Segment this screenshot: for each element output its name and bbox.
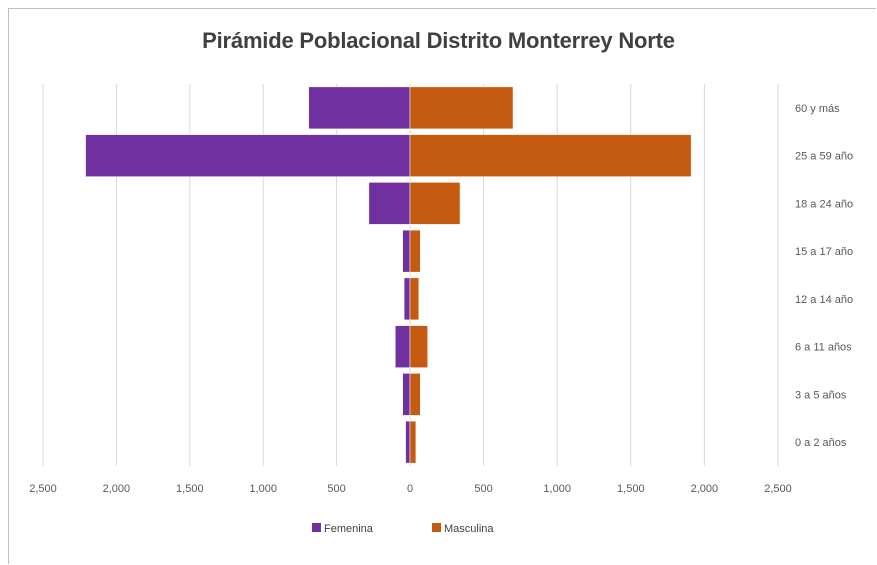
category-label: 12 a 14 año — [795, 294, 853, 306]
category-label: 6 a 11 años — [795, 342, 852, 354]
bar-femenina — [308, 86, 411, 130]
legend: Femenina Masculina — [312, 523, 494, 535]
bar-masculina — [409, 86, 514, 130]
category-label: 18 a 24 año — [795, 198, 853, 210]
x-axis: 2,500 2,000 1,500 1,000 500 0 500 1,000 1,500 2,0… — [29, 483, 792, 495]
bar-masculina — [409, 229, 421, 273]
legend-swatch — [312, 523, 321, 532]
bar-masculina — [409, 277, 420, 321]
x-tick-label: 1,500 — [617, 483, 645, 495]
x-tick-label: 2,500 — [29, 483, 57, 495]
bar-masculina — [409, 373, 421, 416]
bar-masculina — [409, 182, 461, 225]
chart-title: Pirámide Poblacional Distrito Monterrey … — [202, 28, 675, 53]
bar-femenina — [405, 420, 411, 464]
bar-masculina — [409, 134, 692, 177]
bar-femenina — [403, 277, 411, 321]
category-labels: 60 y más 25 a 59 año 18 a 24 año 15 a 17 añ… — [795, 103, 853, 449]
category-label: 3 a 5 años — [795, 389, 847, 401]
x-tick-label: 500 — [327, 483, 345, 495]
category-label: 0 a 2 años — [795, 437, 847, 449]
bar-femenina — [85, 134, 411, 177]
bars — [85, 86, 692, 464]
x-tick-label: 0 — [407, 483, 413, 495]
x-tick-label: 2,500 — [764, 483, 792, 495]
category-label: 25 a 59 año — [795, 151, 853, 163]
legend-label: Femenina — [324, 523, 374, 535]
x-tick-label: 1,000 — [543, 483, 571, 495]
bar-femenina — [402, 373, 411, 416]
legend-swatch — [432, 523, 441, 532]
bar-femenina — [395, 325, 411, 368]
x-tick-label: 2,000 — [691, 483, 719, 495]
bar-femenina — [402, 229, 411, 273]
x-tick-label: 1,000 — [249, 483, 277, 495]
category-label: 15 a 17 año — [795, 246, 853, 258]
bar-femenina — [368, 182, 411, 225]
x-tick-label: 1,500 — [176, 483, 204, 495]
bar-masculina — [409, 420, 417, 464]
bar-masculina — [409, 325, 428, 368]
x-tick-label: 500 — [474, 483, 492, 495]
legend-label: Masculina — [444, 523, 494, 535]
category-label: 60 y más — [795, 103, 840, 115]
x-tick-label: 2,000 — [103, 483, 131, 495]
